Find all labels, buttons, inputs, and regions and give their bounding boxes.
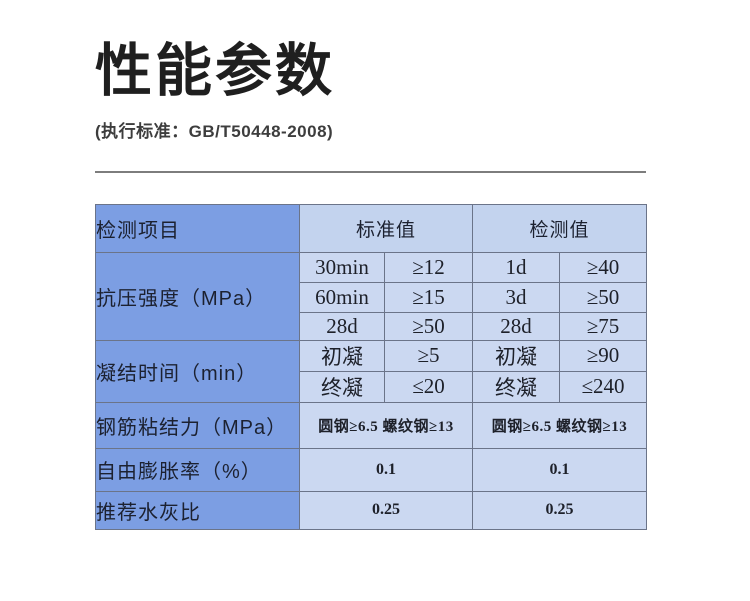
std-value-cell: ≥15 xyxy=(383,281,474,313)
spec-table: 检测项目 标准值 检测值 抗压强度（MPa） 30min ≥12 1d ≥40 … xyxy=(95,203,648,530)
det-merged-cell: 0.1 xyxy=(472,447,648,492)
page-title: 性能参数 xyxy=(95,37,335,104)
row-label-rebar-bond: 钢筋粘结力（MPa） xyxy=(95,401,300,449)
det-stage-cell: 初凝 xyxy=(472,339,561,372)
det-stage-cell: 终凝 xyxy=(472,370,561,403)
det-age-cell: 1d xyxy=(472,251,561,283)
standard-reference: (执行标准：GB/T50448-2008) xyxy=(95,121,334,141)
std-value-cell: ≥5 xyxy=(383,339,474,372)
det-age-cell: 28d xyxy=(472,311,561,341)
std-merged-cell: 0.25 xyxy=(298,490,474,530)
column-header-standard: 标准值 xyxy=(298,203,474,253)
row-label-water-cement-ratio: 推荐水灰比 xyxy=(95,490,300,530)
std-value-cell: ≤20 xyxy=(383,370,474,403)
table-row: 28d ≥50 28d ≥75 xyxy=(96,311,648,341)
std-merged-cell: 0.1 xyxy=(298,447,474,492)
row-label-free-expansion: 自由膨胀率（%） xyxy=(95,447,300,492)
std-value-cell: ≥50 xyxy=(383,311,474,341)
std-age-cell: 28d xyxy=(299,311,385,341)
separator-line xyxy=(95,170,646,173)
content-area: 性能参数 (执行标准：GB/T50448-2008) 检测项目 标准值 检测值 … xyxy=(95,0,648,530)
table-row: 凝结时间（min） 初凝 ≥5 初凝 ≥90 xyxy=(95,339,648,403)
table-row: 终凝 ≤20 终凝 ≤240 xyxy=(96,370,648,403)
std-merged-cell: 圆钢≥6.5 螺纹钢≥13 xyxy=(298,401,474,449)
det-value-cell: ≤240 xyxy=(559,370,648,403)
det-merged-cell: 0.25 xyxy=(472,490,648,530)
det-age-cell: 3d xyxy=(472,281,561,313)
table-header-row: 检测项目 标准值 检测值 xyxy=(95,203,648,253)
table-row: 推荐水灰比 0.25 0.25 xyxy=(95,490,648,530)
std-age-cell: 30min xyxy=(299,251,385,283)
row-label-compressive-strength: 抗压强度（MPa） xyxy=(95,251,300,341)
column-header-detected: 检测值 xyxy=(472,203,648,253)
table-row: 抗压强度（MPa） 30min ≥12 1d ≥40 xyxy=(95,251,648,341)
table-row: 自由膨胀率（%） 0.1 0.1 xyxy=(95,447,648,492)
std-value-cell: ≥12 xyxy=(383,251,474,283)
table-row: 60min ≥15 3d ≥50 xyxy=(96,281,648,313)
std-stage-cell: 终凝 xyxy=(299,370,385,403)
column-header-item: 检测项目 xyxy=(95,203,300,253)
det-value-cell: ≥90 xyxy=(559,339,648,372)
row-label-setting-time: 凝结时间（min） xyxy=(95,339,300,403)
det-value-cell: ≥40 xyxy=(559,251,648,283)
std-stage-cell: 初凝 xyxy=(299,339,385,372)
det-value-cell: ≥50 xyxy=(559,281,648,313)
std-age-cell: 60min xyxy=(299,281,385,313)
det-value-cell: ≥75 xyxy=(559,311,648,341)
table-row: 钢筋粘结力（MPa） 圆钢≥6.5 螺纹钢≥13 圆钢≥6.5 螺纹钢≥13 xyxy=(95,401,648,449)
det-merged-cell: 圆钢≥6.5 螺纹钢≥13 xyxy=(472,401,648,449)
